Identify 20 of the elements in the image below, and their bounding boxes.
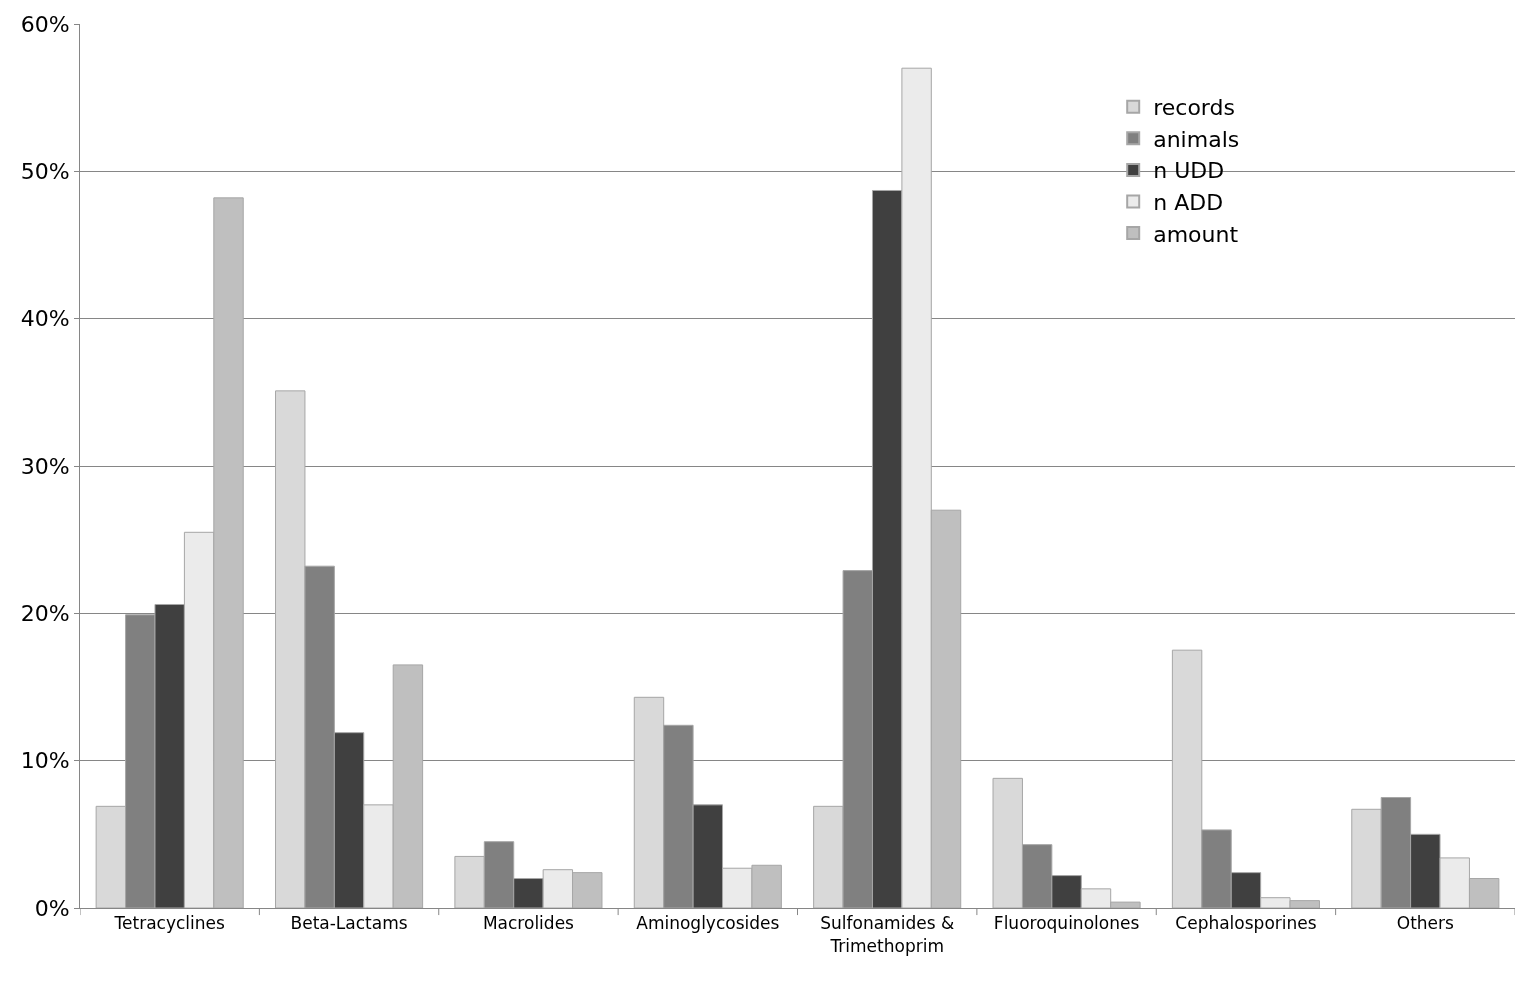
x-tick-label: Macrolides [482, 913, 575, 934]
x-tick-label: Sulfonamides & Trimethoprim [820, 913, 955, 956]
legend-label: records [1153, 95, 1235, 121]
legend-label: n ADD [1153, 190, 1224, 216]
y-tick-label: 20% [20, 601, 70, 627]
x-tick-label: Beta-Lactams [290, 913, 408, 934]
y-tick-label: 40% [20, 306, 70, 332]
legend-label: animals [1153, 126, 1240, 152]
x-tick-label: Fluoroquinolones [993, 913, 1140, 934]
x-tick-label: Others [1396, 913, 1455, 934]
x-tick-label: Tetracyclines [113, 913, 225, 934]
x-tick-label: Cephalosporines [1175, 913, 1317, 934]
legend-label: n UDD [1153, 158, 1225, 184]
y-tick-label: 30% [20, 453, 70, 479]
y-tick-label: 50% [20, 159, 70, 185]
legend-label: amount [1153, 221, 1239, 247]
y-tick-label: 60% [20, 11, 70, 37]
y-tick-label: 10% [20, 748, 70, 774]
x-tick-label: Aminoglycosides [636, 913, 780, 934]
y-tick-label: 0% [34, 895, 70, 921]
